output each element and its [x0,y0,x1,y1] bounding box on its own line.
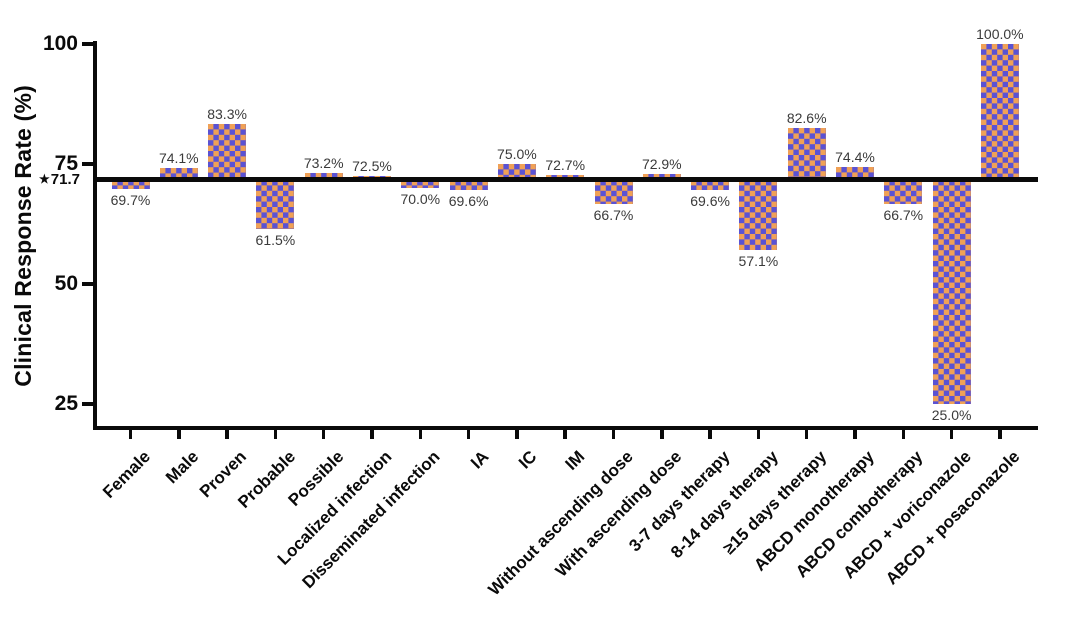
y-axis-tick-label: 50 [54,272,78,295]
y-axis-tick [82,42,94,46]
bar [739,179,778,250]
x-axis-tick [515,430,519,439]
y-axis-title-container: Clinical Response Rate (%) [4,44,42,428]
bar-value-label: 69.6% [690,192,730,209]
bar [256,179,295,229]
bar-value-label: 61.5% [255,231,296,248]
y-axis-title: Clinical Response Rate (%) [9,85,36,387]
x-axis-tick [804,430,809,439]
x-axis-tick [273,430,278,439]
bar [642,174,681,180]
x-axis-tick [563,430,567,439]
x-axis-label: IA [466,447,493,473]
bar [497,164,536,180]
bar [787,127,826,180]
bar-value-label: 66.7% [593,206,634,223]
y-axis-tick-label: 25 [54,392,78,415]
y-axis-tick [82,402,94,406]
baseline-value: 71.7 [50,170,80,188]
bar [594,179,633,204]
x-axis-label: Male [162,447,203,488]
bar-value-label: 69.7% [110,192,151,209]
bar [449,179,488,190]
y-axis-tick-label: 75 [54,152,78,175]
x-axis-tick [853,430,857,439]
x-axis-tick [370,430,374,439]
y-axis-tick [82,162,94,166]
bar [304,172,343,180]
bar [932,179,971,404]
bar-value-label: 72.5% [352,158,392,174]
x-axis-label: Female [99,447,154,502]
bar [208,124,247,180]
x-axis-tick [466,430,471,439]
bar-value-label: 69.6% [448,192,489,209]
bar-value-label: 57.1% [738,252,779,269]
bar-value-label: 74.4% [835,148,875,165]
y-axis-tick [82,282,94,286]
x-axis-tick [128,430,133,439]
y-axis-line [92,41,98,430]
bar [111,179,150,190]
bar-value-label: 100.0% [976,26,1024,42]
bar-value-label: 75.0% [497,146,537,162]
x-axis-tick [660,430,664,439]
x-axis-line [92,425,1038,431]
bar-value-label: 66.7% [883,206,924,223]
baseline-rule [97,177,1038,183]
x-axis-label: IC [514,447,541,473]
bar-value-label: 73.2% [303,154,344,171]
x-axis-tick [756,430,761,439]
bar [836,166,874,180]
x-axis-tick [321,430,326,439]
x-axis-label: IM [561,447,589,474]
bar-value-label: 72.9% [641,156,682,173]
bar-value-label: 82.6% [786,109,827,126]
x-axis-tick [998,430,1002,439]
bar [401,179,440,188]
x-axis-tick [418,430,423,439]
significance-star-icon: ★ [39,171,50,186]
x-axis-tick [611,430,616,439]
bar [159,168,198,180]
x-axis-tick [177,430,181,439]
bar [691,179,730,190]
x-axis-tick [225,430,229,439]
bar-value-label: 74.1% [158,150,199,167]
bar-value-label: 72.7% [545,157,586,174]
bar [980,44,1019,180]
x-axis-tick [901,430,906,439]
bar [884,179,923,204]
bar-value-label: 25.0% [931,407,972,423]
x-axis-tick [949,430,954,439]
baseline-label: ★71.7 [14,171,80,189]
bar-value-label: 70.0% [400,191,441,207]
x-axis-tick [708,430,712,439]
bar-value-label: 83.3% [207,106,247,123]
y-axis-tick-label: 100 [42,32,78,55]
